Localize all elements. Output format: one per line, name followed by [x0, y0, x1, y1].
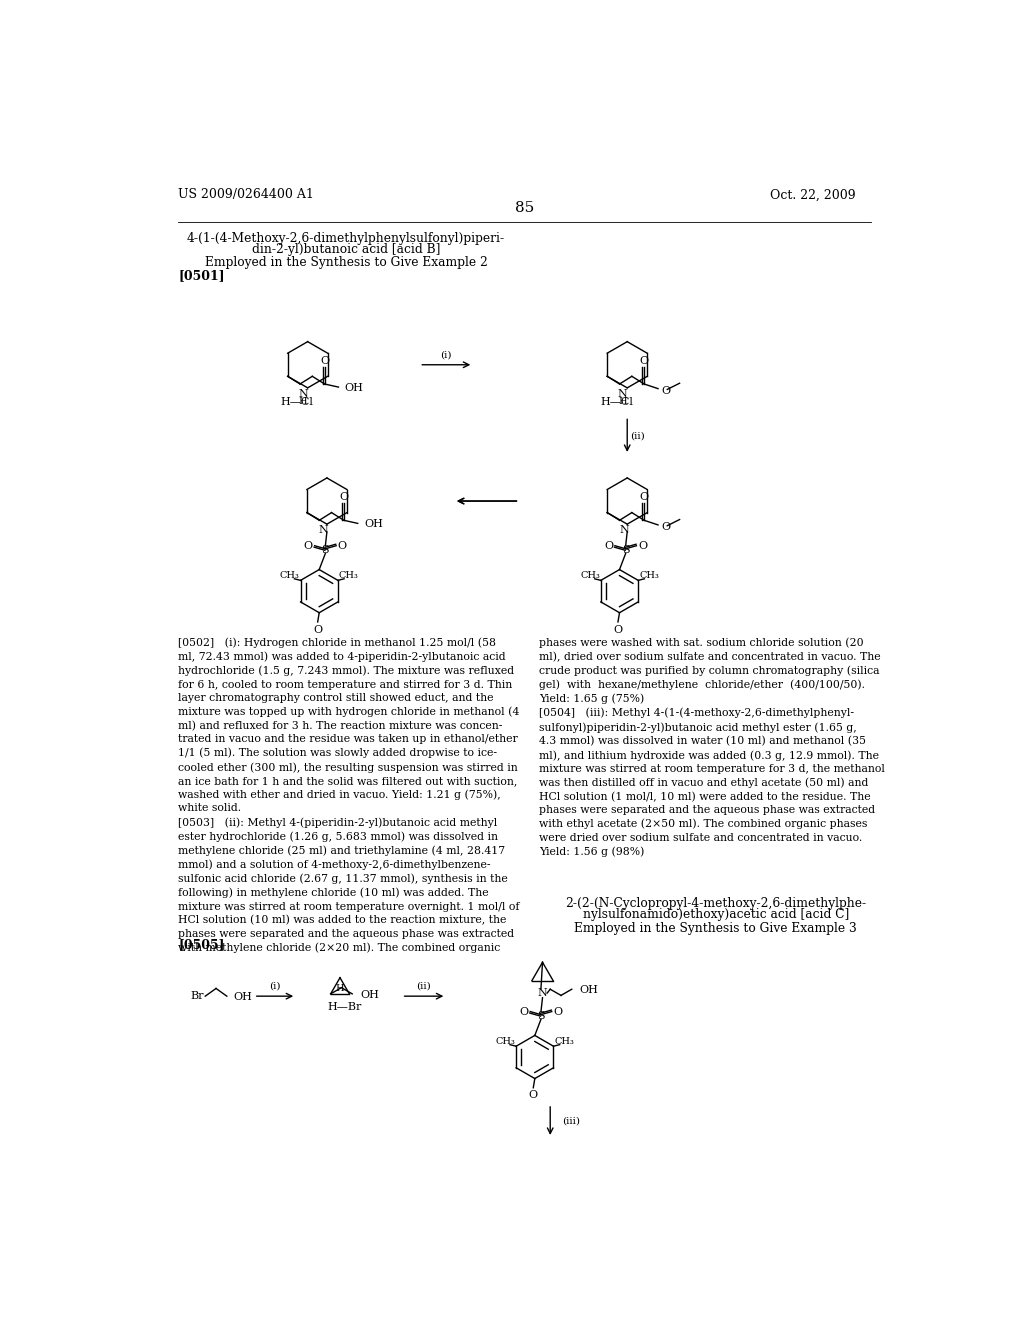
Text: OH: OH [364, 519, 383, 529]
Text: H: H [618, 397, 627, 407]
Text: [0505]: [0505] [178, 937, 225, 950]
Text: nylsulfonamido)ethoxy)acetic acid [acid C]: nylsulfonamido)ethoxy)acetic acid [acid … [583, 908, 849, 921]
Text: [0501]: [0501] [178, 269, 225, 282]
Text: Br: Br [190, 991, 204, 1001]
Text: (i): (i) [268, 982, 281, 990]
Text: N: N [298, 389, 308, 399]
Text: O: O [321, 356, 329, 366]
Text: O: O [640, 356, 649, 366]
Text: (ii): (ii) [631, 432, 645, 440]
Text: O: O [638, 541, 647, 550]
Text: O: O [662, 385, 671, 396]
Text: [0502]   (i): Hydrogen chloride in methanol 1.25 mol/l (58
ml, 72.43 mmol) was a: [0502] (i): Hydrogen chloride in methano… [178, 638, 520, 953]
Text: OH: OH [233, 991, 252, 1002]
Text: S: S [622, 545, 630, 556]
Text: (iii): (iii) [562, 1117, 580, 1126]
Text: O: O [339, 492, 348, 502]
Text: H—Cl: H—Cl [281, 397, 313, 407]
Text: O: O [613, 624, 623, 635]
Text: H—Br: H—Br [328, 1002, 361, 1012]
Text: O: O [528, 1090, 538, 1101]
Text: S: S [538, 1011, 545, 1022]
Text: N: N [538, 989, 548, 998]
Text: US 2009/0264400 A1: US 2009/0264400 A1 [178, 189, 314, 202]
Text: din-2-yl)butanoic acid [acid B]: din-2-yl)butanoic acid [acid B] [252, 243, 440, 256]
Text: CH₃: CH₃ [496, 1038, 515, 1045]
Text: O: O [553, 1007, 562, 1016]
Text: O: O [604, 541, 613, 550]
Text: N: N [620, 525, 629, 536]
Text: OH: OH [359, 990, 379, 999]
Text: H: H [299, 397, 307, 407]
Text: O: O [338, 541, 347, 550]
Text: (i): (i) [440, 351, 452, 360]
Text: CH₃: CH₃ [639, 572, 658, 581]
Text: Oct. 22, 2009: Oct. 22, 2009 [770, 189, 855, 202]
Text: S: S [322, 545, 329, 556]
Text: O: O [304, 541, 313, 550]
Text: OH: OH [580, 985, 598, 995]
Text: N: N [617, 389, 628, 399]
Text: 4-(1-(4-Methoxy-2,6-dimethylphenylsulfonyl)piperi-: 4-(1-(4-Methoxy-2,6-dimethylphenylsulfon… [187, 231, 505, 244]
Text: Employed in the Synthesis to Give Example 2: Employed in the Synthesis to Give Exampl… [205, 256, 487, 269]
Text: (ii): (ii) [417, 982, 431, 990]
Text: O: O [662, 523, 671, 532]
Text: CH₃: CH₃ [280, 572, 300, 581]
Text: CH₃: CH₃ [339, 572, 358, 581]
Text: 2-(2-(N-Cyclopropyl-4-methoxy-2,6-dimethylphe-: 2-(2-(N-Cyclopropyl-4-methoxy-2,6-dimeth… [565, 896, 866, 909]
Text: O: O [313, 624, 323, 635]
Text: OH: OH [345, 383, 364, 393]
Text: N: N [318, 525, 329, 536]
Text: H: H [336, 983, 344, 993]
Text: CH₃: CH₃ [581, 572, 600, 581]
Text: O: O [519, 1007, 528, 1016]
Text: O: O [640, 492, 649, 502]
Text: H—Cl: H—Cl [600, 397, 633, 407]
Text: Employed in the Synthesis to Give Example 3: Employed in the Synthesis to Give Exampl… [574, 923, 857, 936]
Text: CH₃: CH₃ [554, 1038, 574, 1045]
Text: 85: 85 [515, 202, 535, 215]
Text: phases were washed with sat. sodium chloride solution (20
ml), dried over sodium: phases were washed with sat. sodium chlo… [539, 638, 885, 857]
